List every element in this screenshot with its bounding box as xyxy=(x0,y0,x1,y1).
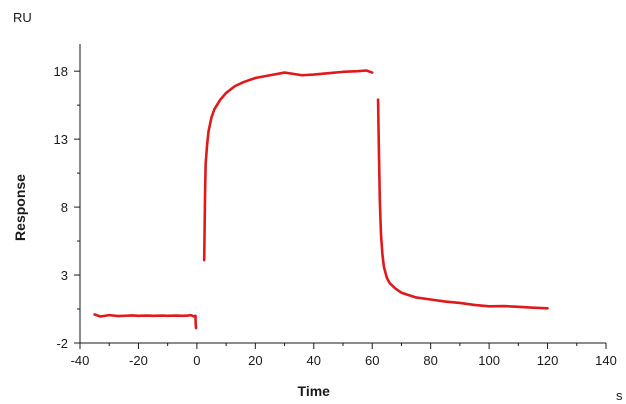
x-tick-label: 20 xyxy=(248,353,262,368)
x-tick-label: 120 xyxy=(537,353,559,368)
y-tick-label: 18 xyxy=(54,64,68,79)
y-tick-label: 13 xyxy=(54,132,68,147)
x-tick-label: 40 xyxy=(307,353,321,368)
x-tick-label: 0 xyxy=(193,353,200,368)
series-line-segment xyxy=(376,98,549,310)
x-tick-label: 80 xyxy=(423,353,437,368)
x-tick-label: 140 xyxy=(595,353,617,368)
axes xyxy=(79,44,606,344)
y-unit-label: RU xyxy=(13,10,32,25)
x-axis-title: Time xyxy=(298,383,331,399)
x-tick-label: -40 xyxy=(71,353,90,368)
x-tick-label: 100 xyxy=(478,353,500,368)
y-tick-label: 8 xyxy=(61,200,68,215)
series-layer xyxy=(93,69,549,330)
y-tick-label: -2 xyxy=(56,336,68,351)
series-line-segment xyxy=(202,69,374,262)
x-tick-label: -20 xyxy=(129,353,148,368)
tick-labels: -40 -20 0 20 40 60 80 100 120 140 -2 3 8 13 18 xyxy=(54,64,617,368)
y-tick-label: 3 xyxy=(61,268,68,283)
series-line-segment xyxy=(194,314,198,330)
series-line-segment xyxy=(93,313,197,318)
x-unit-label: s xyxy=(616,388,623,403)
x-tick-label: 60 xyxy=(365,353,379,368)
y-axis-title: Response xyxy=(12,174,28,241)
ticks xyxy=(74,70,607,349)
